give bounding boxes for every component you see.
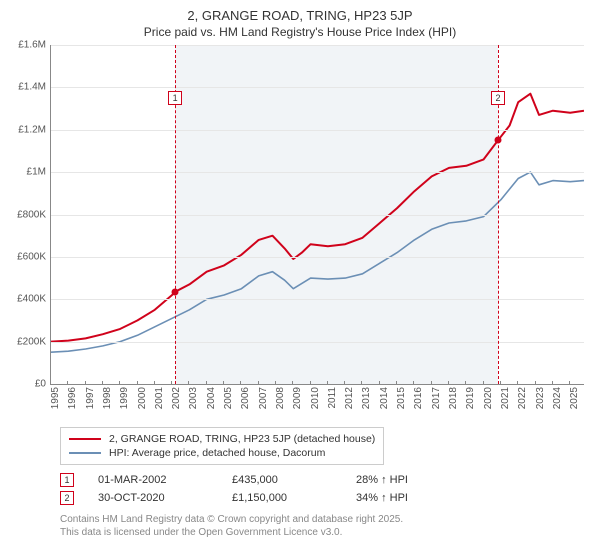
y-tick-label: £200K [17,336,46,347]
x-tick-label: 2021 [500,387,511,409]
y-tick-label: £1M [27,167,46,178]
x-tick-label: 2012 [344,387,355,409]
x-tick-label: 2003 [188,387,199,409]
x-tick-label: 2004 [206,387,217,409]
x-tick-label: 2006 [240,387,251,409]
x-tick-label: 2010 [310,387,321,409]
y-tick-label: £400K [17,294,46,305]
y-tick-label: £1.6M [18,40,46,51]
x-tick-label: 2023 [535,387,546,409]
x-tick-label: 2005 [223,387,234,409]
x-tick-label: 2013 [361,387,372,409]
y-tick-label: £600K [17,251,46,262]
transaction-marker: 2 [491,91,505,105]
y-tick-label: £800K [17,209,46,220]
transaction-marker: 1 [168,91,182,105]
y-tick-label: £0 [35,379,46,390]
plot-area: £0£200K£400K£600K£800K£1M£1.2M£1.4M£1.6M… [50,45,584,385]
y-tick-label: £1.4M [18,82,46,93]
x-tick-label: 2015 [396,387,407,409]
x-tick-label: 2020 [483,387,494,409]
x-tick-label: 2002 [171,387,182,409]
legend-item: HPI: Average price, detached house, Daco… [69,446,375,460]
x-tick-label: 1996 [67,387,78,409]
y-tick-label: £1.2M [18,124,46,135]
x-tick-label: 1999 [119,387,130,409]
x-tick-label: 2011 [327,387,338,409]
transaction-row: 101-MAR-2002£435,00028% ↑ HPI [60,471,580,489]
x-tick-label: 1995 [50,387,61,409]
x-tick-label: 2008 [275,387,286,409]
x-tick-label: 2009 [292,387,303,409]
legend-item: 2, GRANGE ROAD, TRING, HP23 5JP (detache… [69,432,375,446]
plot: 12 [50,45,584,385]
y-axis-labels: £0£200K£400K£600K£800K£1M£1.2M£1.4M£1.6M [10,45,48,385]
x-tick-label: 2025 [569,387,580,409]
chart-subtitle: Price paid vs. HM Land Registry's House … [10,25,590,39]
x-tick-label: 2019 [465,387,476,409]
legend: 2, GRANGE ROAD, TRING, HP23 5JP (detache… [60,427,384,465]
x-tick-label: 1997 [85,387,96,409]
x-tick-label: 2014 [379,387,390,409]
footer-line2: This data is licensed under the Open Gov… [60,526,580,539]
x-tick-label: 2000 [137,387,148,409]
x-tick-label: 2016 [413,387,424,409]
x-tick-label: 2022 [517,387,528,409]
x-tick-label: 2001 [154,387,165,409]
transaction-row: 230-OCT-2020£1,150,00034% ↑ HPI [60,489,580,507]
chart-title: 2, GRANGE ROAD, TRING, HP23 5JP [10,8,590,23]
transactions-table: 101-MAR-2002£435,00028% ↑ HPI230-OCT-202… [60,471,580,507]
x-tick-label: 2024 [552,387,563,409]
footer-line1: Contains HM Land Registry data © Crown c… [60,513,580,526]
x-tick-label: 2007 [258,387,269,409]
chart-container: 2, GRANGE ROAD, TRING, HP23 5JP Price pa… [0,0,600,545]
x-axis-labels: 1995 1996 1997 1998 1999 2000 2001 2002 2003 2004… [50,385,584,421]
x-tick-label: 2017 [431,387,442,409]
footer: Contains HM Land Registry data © Crown c… [60,513,580,539]
x-tick-label: 2018 [448,387,459,409]
x-tick-label: 1998 [102,387,113,409]
